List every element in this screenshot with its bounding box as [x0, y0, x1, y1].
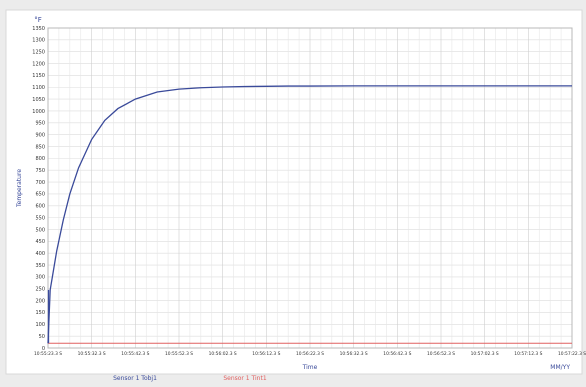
x-tick-label: 10:56:52.3 S [427, 351, 455, 357]
y-axis: 0 50 100 150 200 250 300 350 400 450 500 550 600 650 7… [32, 26, 45, 352]
x-tick-label: 10:57:02.3 S [471, 351, 499, 357]
x-tick-label: 10:56:22.3 S [296, 351, 324, 357]
y-tick-label: 1000 [32, 109, 45, 115]
y-tick-label: 350 [35, 263, 45, 269]
y-tick-label: 1100 [32, 85, 45, 91]
series-line-sensor-1-tobj1 [47, 85, 572, 344]
y-tick-label: 700 [35, 180, 45, 186]
y-tick-label: 300 [35, 275, 45, 281]
chart-panel [5, 9, 583, 375]
y-tick-label: 500 [35, 227, 45, 233]
y-tick-label: 1350 [32, 26, 45, 32]
y-tick-label: 0 [42, 346, 45, 352]
x-tick-label: 10:56:02.3 S [209, 351, 237, 357]
y-tick-label: 750 [35, 168, 45, 174]
y-tick-label: 600 [35, 204, 45, 210]
x-tick-label: 10:57:12.3 S [514, 351, 542, 357]
y-tick-label: 100 [35, 322, 45, 328]
y-tick-label: 950 [35, 121, 45, 127]
y-tick-label: 1300 [32, 38, 45, 44]
x-axis: 10:55:23.3 S 10:55:32.3 S 10:55:42.3 S 10:5… [34, 351, 586, 357]
legend-item-sensor-1-tobj1: Sensor 1 Tobj1 [113, 375, 157, 382]
legend-item-sensor-1-tint1: Sensor 1 Tint1 [223, 375, 267, 382]
y-tick-label: 1050 [32, 97, 45, 103]
y-tick-label: 850 [35, 144, 45, 150]
x-axis-title: Time [302, 364, 318, 371]
y-tick-label: 450 [35, 239, 45, 245]
y-tick-label: 200 [35, 298, 45, 304]
x-unit-label: MM/YY [550, 364, 570, 371]
x-tick-label: 10:56:42.3 S [383, 351, 411, 357]
series-lines [47, 85, 572, 344]
x-tick-label: 10:57:22.3 S [558, 351, 586, 357]
y-tick-label: 550 [35, 215, 45, 221]
y-tick-label: 150 [35, 310, 45, 316]
x-tick-label: 10:55:52.3 S [165, 351, 193, 357]
grid-lines [48, 28, 572, 348]
y-tick-label: 250 [35, 287, 45, 293]
y-tick-label: 900 [35, 132, 45, 138]
x-tick-label: 10:55:42.3 S [121, 351, 149, 357]
y-tick-label: 1250 [32, 50, 45, 56]
y-axis-title: Temperature [16, 169, 23, 208]
y-tick-label: 800 [35, 156, 45, 162]
y-tick-label: 400 [35, 251, 45, 257]
y-tick-label: 1150 [32, 73, 45, 79]
plot-area-border [47, 27, 573, 349]
y-tick-label: 650 [35, 192, 45, 198]
x-tick-label: 10:55:32.3 S [78, 351, 106, 357]
x-tick-label: 10:56:32.3 S [340, 351, 368, 357]
x-tick-label: 10:55:23.3 S [34, 351, 62, 357]
x-tick-label: 10:56:12.3 S [252, 351, 280, 357]
unit-label: °F [34, 16, 42, 24]
legend: Sensor 1 Tobj1 Sensor 1 Tint1 [113, 375, 267, 382]
y-tick-label: 1200 [32, 61, 45, 67]
y-tick-label: 50 [39, 334, 45, 340]
